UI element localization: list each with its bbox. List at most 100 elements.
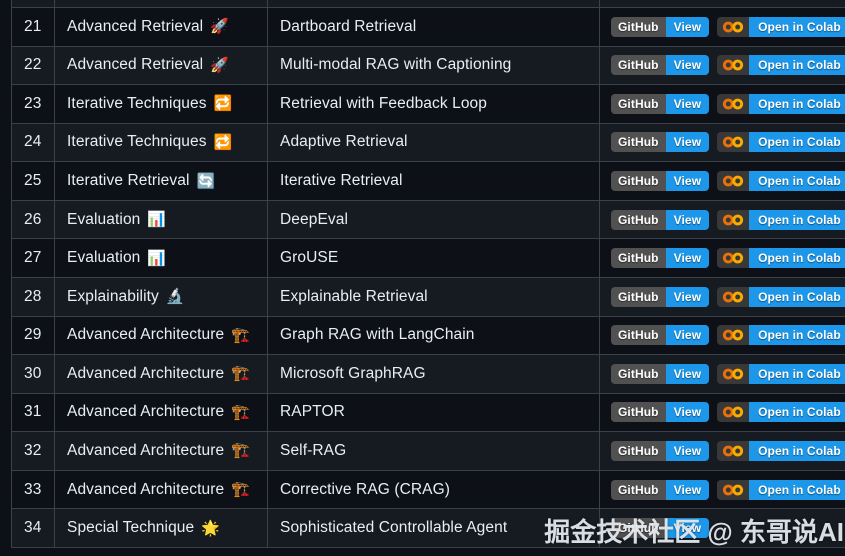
technique-cell: Sophisticated Controllable Agent (268, 509, 600, 547)
github-view-badge[interactable]: GitHub View (611, 132, 710, 153)
technique-cell: Self-RAG (268, 432, 600, 470)
rocket-icon: 🚀 (210, 56, 229, 74)
links-cell: GitHub View Open in Colab (600, 201, 845, 239)
category-label: Iterative Retrieval (67, 172, 190, 190)
github-view-badge[interactable]: GitHub View (611, 248, 710, 269)
open-in-colab-badge[interactable]: Open in Colab (717, 16, 845, 37)
links-cell: GitHub View Open in Colab (600, 317, 845, 355)
technique-cell: Dartboard Retrieval (268, 8, 600, 46)
building-construction-icon: 🏗️ (231, 326, 250, 344)
counterclockwise-arrows-icon: 🔄 (196, 172, 216, 190)
table-rows-container: 21 Advanced Retrieval 🚀 Dartboard Retrieval… (12, 8, 845, 548)
open-in-colab-badge[interactable]: Open in Colab (717, 286, 845, 307)
table-row: 34 Special Technique 🌟 Sophisticated Contro… (12, 509, 845, 548)
github-badge-label: GitHub (611, 286, 666, 307)
open-in-colab-badge[interactable]: Open in Colab (717, 248, 845, 269)
colab-badge-label: Open in Colab (749, 93, 845, 114)
github-view-badge[interactable]: GitHub View (611, 171, 710, 192)
category-cell: Advanced Architecture 🏗️ (55, 393, 268, 432)
view-badge-label: View (665, 479, 710, 500)
github-badge-label: GitHub (611, 363, 666, 384)
view-badge-label: View (665, 93, 710, 114)
open-in-colab-badge[interactable]: Open in Colab (717, 325, 845, 346)
colab-badge-label: Open in Colab (749, 248, 845, 269)
technique-cell: Microsoft GraphRAG (268, 355, 600, 393)
github-view-badge[interactable]: GitHub View (611, 325, 710, 346)
links-cell: GitHub View Open in Colab (600, 471, 845, 509)
colab-badge-label: Open in Colab (749, 363, 845, 384)
row-number-cell: 33 (12, 470, 55, 509)
category-label: Iterative Techniques (67, 94, 207, 112)
table-row: 32 Advanced Architecture 🏗️ Self-RAG GitHub V… (12, 432, 845, 471)
github-view-badge[interactable]: GitHub View (611, 402, 710, 423)
category-cell: Evaluation 📊 (55, 200, 268, 239)
open-in-colab-badge[interactable]: Open in Colab (717, 93, 845, 114)
previous-row-sliver (12, 0, 845, 8)
github-view-badge[interactable]: GitHub View (611, 55, 710, 76)
open-in-colab-badge[interactable]: Open in Colab (717, 171, 845, 192)
colab-badge-label: Open in Colab (749, 402, 845, 423)
building-construction-icon: 🏗️ (231, 403, 250, 421)
links-cell: GitHub View Open in Colab (600, 278, 845, 316)
technique-cell: Retrieval with Feedback Loop (268, 85, 600, 123)
category-cell: Special Technique 🌟 (55, 509, 268, 547)
links-cell: GitHub View Open in Colab (600, 394, 845, 432)
glowing-star-icon: 🌟 (201, 519, 221, 537)
github-badge-label: GitHub (611, 93, 666, 114)
github-view-badge[interactable]: GitHub View (611, 363, 710, 384)
rocket-icon: 🚀 (210, 18, 229, 36)
github-view-badge[interactable]: GitHub View (611, 518, 710, 539)
colab-icon (723, 98, 744, 110)
colab-icon (723, 445, 744, 457)
open-in-colab-badge[interactable]: Open in Colab (717, 132, 845, 153)
github-view-badge[interactable]: GitHub View (611, 209, 710, 230)
github-view-badge[interactable]: GitHub View (611, 479, 710, 500)
colab-badge-label: Open in Colab (749, 286, 845, 307)
category-cell: Advanced Architecture 🏗️ (55, 432, 268, 470)
colab-badge-label: Open in Colab (749, 325, 845, 346)
github-badge-label: GitHub (611, 16, 666, 37)
row-number-cell: 26 (12, 200, 55, 239)
table-row: 25 Iterative Retrieval 🔄 Iterative Retrieva… (12, 162, 845, 201)
open-in-colab-badge[interactable]: Open in Colab (717, 209, 845, 230)
bar-chart-icon: 📊 (147, 211, 167, 229)
view-badge-label: View (665, 55, 710, 76)
table-row: 23 Iterative Techniques 🔁 Retrieval with Fe… (12, 85, 845, 124)
category-cell: Advanced Retrieval 🚀 (55, 46, 268, 85)
category-cell: Advanced Retrieval 🚀 (55, 8, 268, 46)
colab-icon (723, 59, 744, 71)
view-badge-label: View (665, 286, 710, 307)
colab-badge-label: Open in Colab (749, 209, 845, 230)
open-in-colab-badge[interactable]: Open in Colab (717, 55, 845, 76)
open-in-colab-badge[interactable]: Open in Colab (717, 440, 845, 461)
category-label: Evaluation (67, 210, 141, 228)
technique-cell: Explainable Retrieval (268, 277, 600, 316)
links-cell: GitHub View Open in Colab (600, 124, 845, 162)
open-in-colab-badge[interactable]: Open in Colab (717, 363, 845, 384)
technique-cell: DeepEval (268, 200, 600, 239)
row-number-cell: 31 (12, 393, 55, 432)
category-cell: Advanced Architecture 🏗️ (55, 316, 268, 355)
category-cell: Iterative Techniques 🔁 (55, 123, 268, 162)
table-row: 30 Advanced Architecture 🏗️ Microsoft Graph… (12, 355, 845, 394)
open-in-colab-badge[interactable]: Open in Colab (717, 479, 845, 500)
category-label: Evaluation (67, 249, 141, 267)
table-row: 24 Iterative Techniques 🔁 Adaptive Retrieva… (12, 123, 845, 163)
github-badge-label: GitHub (611, 518, 666, 539)
colab-icon (723, 252, 744, 264)
github-view-badge[interactable]: GitHub View (611, 440, 710, 461)
github-badge-label: GitHub (611, 440, 666, 461)
colab-icon (723, 21, 744, 33)
category-label: Advanced Architecture (67, 480, 225, 498)
category-cell: Advanced Architecture 🏗️ (55, 470, 268, 509)
open-in-colab-badge[interactable]: Open in Colab (717, 402, 845, 423)
table-row: 22 Advanced Retrieval 🚀 Multi-modal RAG wit… (12, 46, 845, 86)
links-cell: GitHub View Open in Colab (600, 8, 845, 46)
github-view-badge[interactable]: GitHub View (611, 93, 710, 114)
github-view-badge[interactable]: GitHub View (611, 286, 710, 307)
view-badge-label: View (665, 363, 710, 384)
github-view-badge[interactable]: GitHub View (611, 16, 710, 37)
row-number-cell: 23 (12, 85, 55, 123)
colab-icon (723, 329, 744, 341)
